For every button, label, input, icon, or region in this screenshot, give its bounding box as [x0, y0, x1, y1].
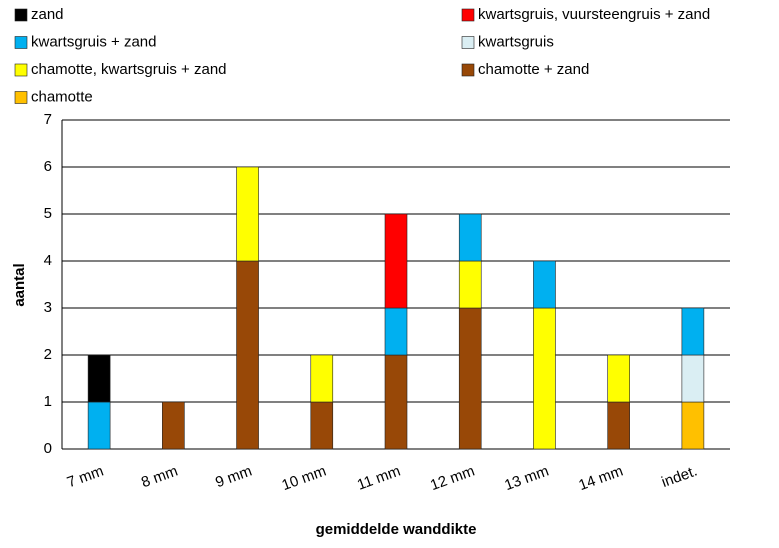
bar-segment	[310, 354, 334, 403]
bar-segment	[681, 354, 705, 403]
legend-swatch	[461, 36, 475, 49]
x-tick-label: 14 mm	[576, 463, 625, 495]
legend-label: chamotte + zand	[478, 61, 589, 78]
y-tick-label: 5	[44, 205, 52, 222]
legend-label: kwartsgruis	[478, 33, 554, 50]
bar-segment	[533, 260, 556, 309]
legend-swatch	[14, 91, 28, 104]
x-tick-label: 10 mm	[280, 463, 329, 495]
bar-segment	[236, 166, 259, 262]
legend-label: chamotte, kwartsgruis + zand	[31, 61, 227, 78]
bar-segment	[458, 307, 482, 450]
legend-swatch	[461, 63, 475, 77]
legend-label: kwartsgruis, vuursteengruis + zand	[478, 6, 710, 23]
bar-segment	[681, 401, 705, 450]
bar-segment	[458, 213, 482, 262]
y-tick-label: 6	[44, 158, 52, 175]
bar-segment	[87, 354, 111, 403]
bar-segment	[384, 307, 408, 356]
y-tick-label: 2	[44, 346, 52, 363]
bar-segment	[236, 260, 259, 450]
legend-label: chamotte	[31, 88, 93, 105]
legend-label: kwartsgruis + zand	[31, 33, 156, 50]
bar-segment	[607, 354, 630, 403]
bar-segment	[533, 307, 556, 450]
x-axis-title: gemiddelde wanddikte	[316, 521, 477, 538]
y-tick-label: 4	[44, 252, 52, 269]
x-tick-label: indet.	[659, 463, 699, 492]
y-tick-label: 1	[44, 393, 52, 410]
bar-segment	[384, 354, 408, 450]
y-tick-label: 0	[44, 440, 52, 457]
legend-label: zand	[31, 6, 64, 23]
y-tick-label: 7	[44, 111, 52, 128]
legend-swatch	[14, 8, 28, 22]
bar-segment	[607, 401, 630, 450]
x-tick-label: 13 mm	[502, 463, 551, 495]
bar-segment	[681, 307, 705, 356]
x-tick-label: 8 mm	[139, 463, 180, 492]
bar-segment	[458, 260, 482, 309]
y-axis-title: aantal	[11, 263, 28, 306]
legend-swatch	[461, 8, 475, 22]
legend-swatch	[14, 36, 28, 49]
legend-swatch	[14, 63, 28, 77]
bar-segment	[162, 401, 185, 450]
y-tick-label: 3	[44, 299, 52, 316]
x-tick-label: 9 mm	[213, 463, 254, 492]
bar-segment	[87, 401, 111, 450]
x-tick-label: 12 mm	[428, 463, 477, 495]
x-tick-label: 7 mm	[65, 463, 106, 492]
bar-segment	[310, 401, 334, 450]
bar-segment	[384, 213, 408, 309]
x-tick-label: 11 mm	[355, 463, 403, 494]
